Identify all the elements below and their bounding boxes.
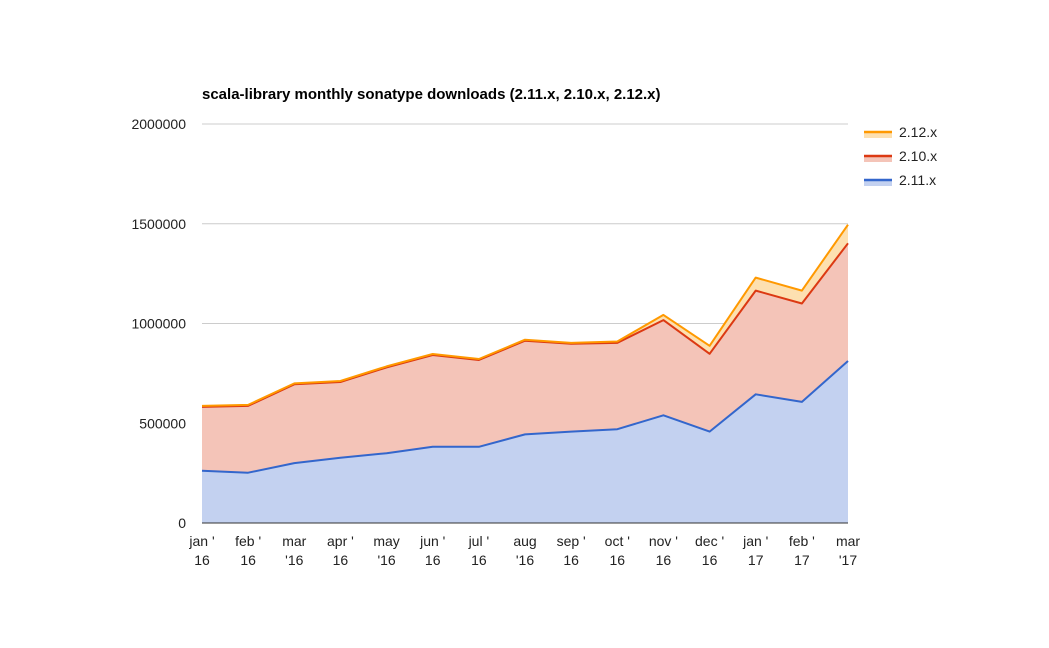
x-tick-label: dec ' 16 xyxy=(695,533,724,568)
x-tick-label-line: 16 xyxy=(563,552,579,568)
x-tick-label-line: 16 xyxy=(425,552,441,568)
x-tick-label-line: mar xyxy=(836,533,860,549)
y-tick-label: 1500000 xyxy=(131,216,186,232)
x-tick-label-line: nov ' xyxy=(649,533,678,549)
x-tick-label-line: '16 xyxy=(377,552,395,568)
x-tick-label: nov ' 16 xyxy=(649,533,678,568)
area-2-10-x xyxy=(202,243,848,473)
y-axis-ticks: 2000000 1500000 1000000 500000 0 xyxy=(131,116,186,531)
x-tick-label: may '16 xyxy=(373,533,399,568)
x-tick-label: jul ' 16 xyxy=(468,533,490,568)
x-tick-label: feb ' 17 xyxy=(789,533,815,568)
legend: 2.12.x 2.10.x 2.11.x xyxy=(864,124,937,188)
legend-swatch xyxy=(864,156,892,162)
y-tick-label: 0 xyxy=(178,515,186,531)
x-tick-label-line: 16 xyxy=(471,552,487,568)
x-tick-label-line: oct ' xyxy=(605,533,630,549)
x-tick-label-line: 16 xyxy=(194,552,210,568)
x-tick-label-line: apr ' xyxy=(327,533,354,549)
x-tick-label-line: 16 xyxy=(702,552,718,568)
x-tick-label-line: '17 xyxy=(839,552,857,568)
x-tick-label: jun ' 16 xyxy=(419,533,445,568)
legend-swatch xyxy=(864,180,892,186)
x-tick-label-line: 17 xyxy=(748,552,764,568)
x-axis-ticks: jan ' 16 feb ' 16 mar '16 apr ' 16 may '16 jun ' 16… xyxy=(188,533,860,568)
chart-title: scala-library monthly sonatype downloads… xyxy=(202,86,661,103)
x-tick-label-line: feb ' xyxy=(789,533,815,549)
x-tick-label-line: aug xyxy=(513,533,536,549)
legend-item: 2.12.x xyxy=(864,124,937,140)
x-tick-label-line: '16 xyxy=(516,552,534,568)
x-tick-label-line: mar xyxy=(282,533,306,549)
y-tick-label: 1000000 xyxy=(131,316,186,332)
x-tick-label-line: 17 xyxy=(794,552,810,568)
x-tick-label: feb ' 16 xyxy=(235,533,261,568)
area-series xyxy=(202,224,848,523)
x-tick-label: apr ' 16 xyxy=(327,533,354,568)
legend-item: 2.11.x xyxy=(864,172,936,188)
x-tick-label-line: dec ' xyxy=(695,533,724,549)
x-tick-label-line: feb ' xyxy=(235,533,261,549)
x-tick-label: sep ' 16 xyxy=(557,533,586,568)
x-tick-label-line: 16 xyxy=(656,552,672,568)
x-tick-label-line: jul ' xyxy=(468,533,490,549)
y-tick-label: 500000 xyxy=(139,415,186,431)
series-lines xyxy=(201,224,849,474)
x-tick-label-line: '16 xyxy=(285,552,303,568)
x-tick-label-line: 16 xyxy=(609,552,625,568)
x-tick-label-line: jan ' xyxy=(188,533,214,549)
legend-swatch xyxy=(864,132,892,138)
line-2-11-x xyxy=(201,360,849,474)
x-tick-label-line: 16 xyxy=(333,552,349,568)
legend-item: 2.10.x xyxy=(864,148,937,164)
area-2-11-x xyxy=(202,361,848,523)
legend-label: 2.12.x xyxy=(899,124,937,140)
x-tick-label: oct ' 16 xyxy=(605,533,630,568)
x-tick-label: jan ' 17 xyxy=(742,533,768,568)
x-tick-label-line: sep ' xyxy=(557,533,586,549)
x-tick-label-line: 16 xyxy=(240,552,256,568)
x-tick-label-line: jun ' xyxy=(419,533,445,549)
line-2-12-x xyxy=(201,224,849,407)
legend-label: 2.11.x xyxy=(899,172,936,188)
x-tick-label-line: may xyxy=(373,533,399,549)
x-tick-label-line: jan ' xyxy=(742,533,768,549)
x-tick-label: jan ' 16 xyxy=(188,533,214,568)
x-tick-label: mar '17 xyxy=(836,533,860,568)
y-tick-label: 2000000 xyxy=(131,116,186,132)
legend-label: 2.10.x xyxy=(899,148,937,164)
x-tick-label: mar '16 xyxy=(282,533,306,568)
x-tick-label: aug '16 xyxy=(513,533,536,568)
